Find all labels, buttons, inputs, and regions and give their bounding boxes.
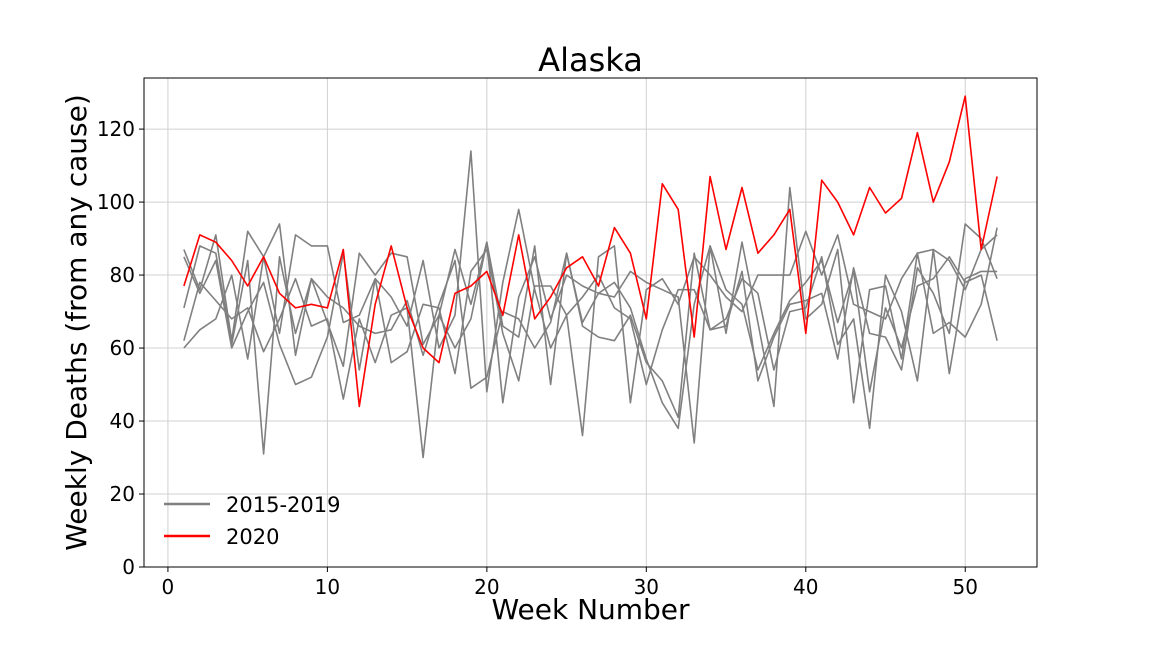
chart-title: Alaska xyxy=(538,41,643,79)
series-line-2015-2019-2 xyxy=(183,150,998,437)
y-tick-label: 20 xyxy=(110,482,135,506)
y-tick-label: 60 xyxy=(110,336,135,360)
plot-frame xyxy=(143,77,1038,568)
series-line-2015-2019-3 xyxy=(183,241,998,459)
y-tick-label: 0 xyxy=(122,555,135,579)
y-tick-label: 100 xyxy=(97,190,135,214)
series-line-2015-2019-1 xyxy=(183,245,998,455)
series-line-2015-2019-4 xyxy=(183,223,998,386)
series-lines xyxy=(183,95,998,459)
y-tick-label: 80 xyxy=(110,263,135,287)
y-axis-label: Weekly Deaths (from any cause) xyxy=(60,94,93,551)
x-axis-label: Week Number xyxy=(491,593,690,626)
legend: 2015-2019 2020 xyxy=(164,493,340,549)
x-tick-label: 20 xyxy=(474,575,499,599)
x-tick-label: 50 xyxy=(953,575,978,599)
axis-ticks: 0 10 20 30 40 50 0 20 40 60 80 100 120 xyxy=(97,117,978,599)
legend-label-2020: 2020 xyxy=(226,525,279,549)
x-tick-label: 0 xyxy=(162,575,175,599)
x-tick-label: 30 xyxy=(634,575,659,599)
legend-label-2015-2019: 2015-2019 xyxy=(226,493,340,517)
x-tick-label: 10 xyxy=(315,575,340,599)
series-line-2020 xyxy=(183,95,998,408)
x-tick-label: 40 xyxy=(793,575,818,599)
series-line-2015-2019-0 xyxy=(183,186,998,444)
grid xyxy=(144,78,1037,568)
y-tick-label: 40 xyxy=(110,409,135,433)
y-tick-label: 120 xyxy=(97,117,135,141)
